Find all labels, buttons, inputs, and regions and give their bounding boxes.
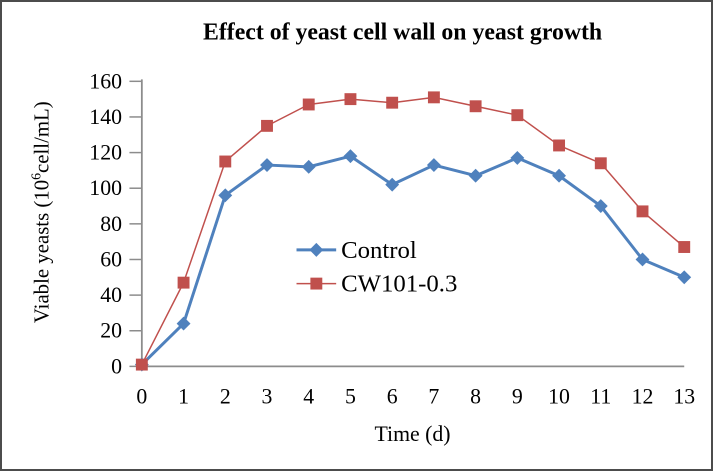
y-tick-label: 140 xyxy=(89,105,122,129)
data-point-cw101-0-3 xyxy=(177,276,190,289)
chart-title: Effect of yeast cell wall on yeast growt… xyxy=(203,20,602,46)
y-tick-label: 60 xyxy=(100,247,122,271)
data-point-control xyxy=(301,159,316,174)
data-point-control xyxy=(552,168,567,183)
y-tick-label: 20 xyxy=(100,319,122,343)
data-point-cw101-0-3 xyxy=(302,98,315,111)
series-line-cw101-0-3 xyxy=(141,96,685,366)
y-axis-title-post: cell/mL) xyxy=(30,101,54,173)
x-tick-label: 8 xyxy=(470,385,481,409)
y-tick-label: 0 xyxy=(111,354,122,378)
legend-control-label: Control xyxy=(341,237,417,264)
data-point-cw101-0-3 xyxy=(594,157,607,170)
y-tick-label: 80 xyxy=(100,212,122,236)
x-tick-label: 4 xyxy=(303,385,314,409)
series-line-control xyxy=(140,154,686,367)
y-axis-title-superscript: 6 xyxy=(30,173,45,180)
data-point-cw101-0-3 xyxy=(261,119,273,132)
data-point-cw101-0-3 xyxy=(219,155,232,168)
data-point-cw101-0-3 xyxy=(511,109,524,122)
x-tick-label: 12 xyxy=(632,385,654,409)
y-tick-label: 100 xyxy=(89,176,122,200)
data-point-control xyxy=(510,150,525,165)
y-tick-label: 120 xyxy=(89,141,122,165)
data-point-control xyxy=(176,316,191,331)
x-tick-label: 0 xyxy=(136,385,147,409)
y-tick-label: 40 xyxy=(100,283,122,307)
legend: Control CW101-0.3 xyxy=(296,237,457,298)
data-point-cw101-0-3 xyxy=(678,241,691,253)
data-point-control xyxy=(635,252,650,267)
x-tick-label: 2 xyxy=(220,385,231,409)
x-tick-label: 10 xyxy=(548,385,570,409)
data-point-control xyxy=(593,199,608,213)
data-point-control xyxy=(385,177,400,192)
x-axis-title: Time (d) xyxy=(374,422,450,446)
x-tick-label: 3 xyxy=(262,385,273,409)
data-point-cw101-0-3 xyxy=(386,96,399,109)
x-tick-label: 7 xyxy=(428,385,439,409)
data-point-control xyxy=(426,158,441,172)
y-axis-title: Viable yeasts (106cell/mL) xyxy=(30,101,54,323)
data-point-cw101-0-3 xyxy=(553,139,566,152)
x-tick-label: 11 xyxy=(590,385,611,409)
x-tick-label: 13 xyxy=(673,385,695,409)
y-axis-title-pre: Viable yeasts (10 xyxy=(30,180,54,323)
data-point-cw101-0-3 xyxy=(427,91,440,104)
x-tick-label: 1 xyxy=(178,385,189,409)
legend-cw101-square-icon xyxy=(310,277,323,290)
legend-cw101-label: CW101-0.3 xyxy=(341,271,457,298)
data-point-cw101-0-3 xyxy=(636,205,649,218)
data-point-cw101-0-3 xyxy=(469,100,482,113)
data-point-cw101-0-3 xyxy=(135,358,148,371)
legend-control-diamond-icon xyxy=(309,242,324,257)
data-point-control xyxy=(677,270,692,285)
x-tick-label: 9 xyxy=(512,385,523,409)
x-tick-label: 6 xyxy=(387,385,398,409)
data-point-cw101-0-3 xyxy=(344,93,357,106)
x-tick-label: 5 xyxy=(345,385,356,409)
data-point-control xyxy=(218,188,233,203)
data-point-control xyxy=(343,149,358,164)
data-point-control xyxy=(468,168,483,183)
y-tick-label: 160 xyxy=(89,69,122,93)
